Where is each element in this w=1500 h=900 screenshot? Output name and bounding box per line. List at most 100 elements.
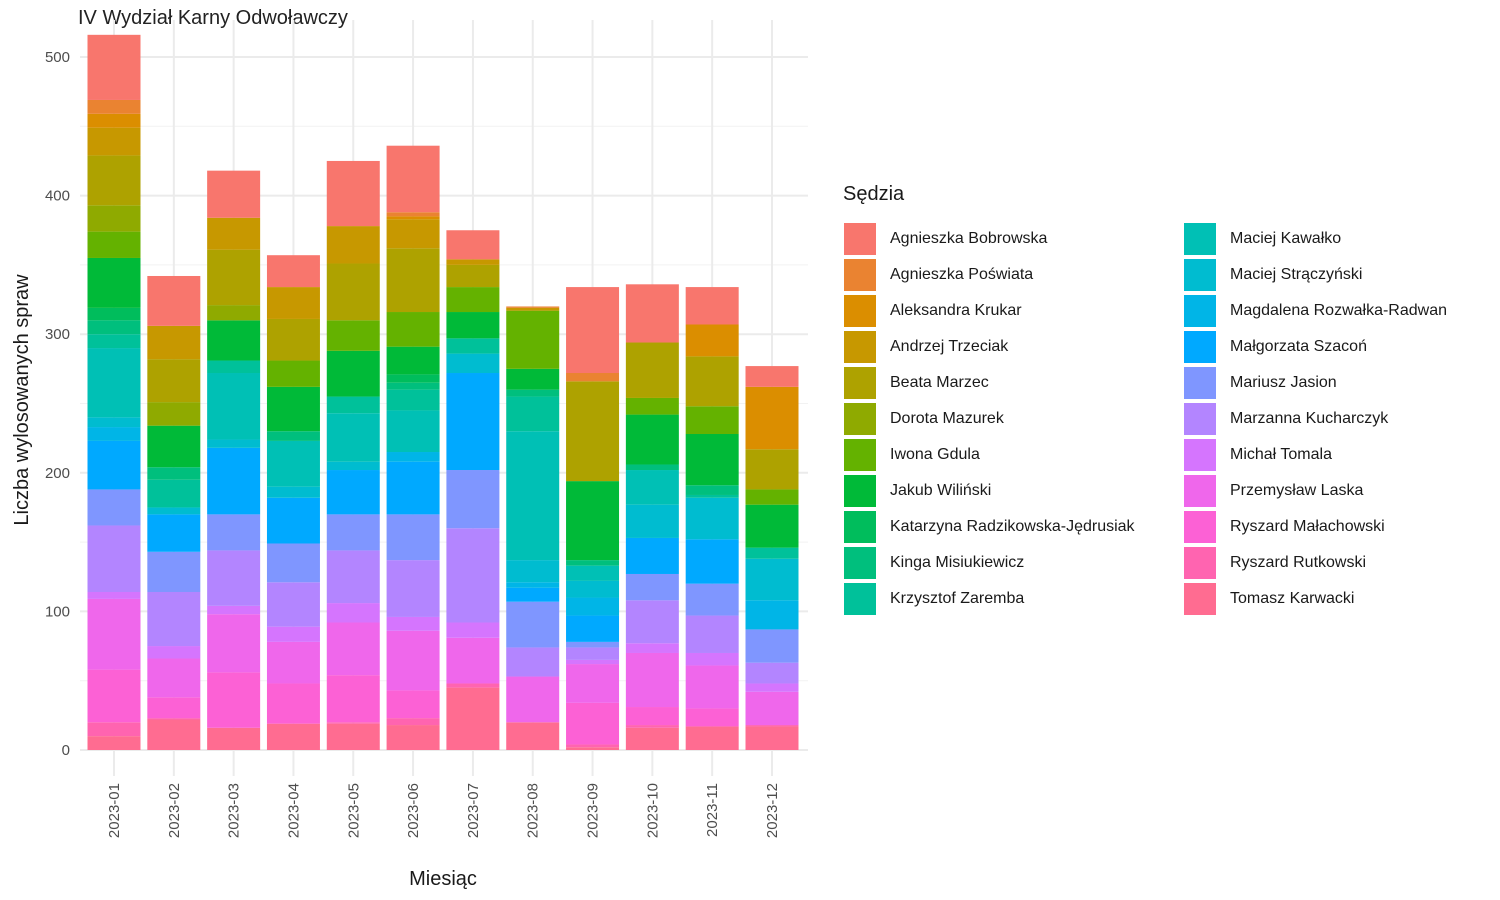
- bar-segment: [87, 427, 141, 441]
- legend-label: Kinga Misiukiewicz: [890, 554, 1025, 571]
- legend-swatch: [843, 222, 877, 256]
- bar-stack: [87, 34, 141, 750]
- bar-segment: [147, 359, 201, 403]
- bar-segment: [625, 707, 679, 726]
- y-tick-label: 0: [62, 742, 70, 759]
- bar-segment: [506, 431, 560, 561]
- legend-item: Ryszard Małachowski: [1183, 509, 1447, 545]
- bar-stack: [566, 287, 620, 750]
- bar-segment: [386, 718, 440, 726]
- bar-segment: [266, 440, 320, 487]
- bar-segment: [566, 560, 620, 566]
- bar-segment: [386, 374, 440, 383]
- bar-stack: [266, 255, 320, 750]
- y-tick-label: 400: [45, 188, 70, 205]
- bar-segment: [326, 470, 380, 515]
- bar-segment: [147, 479, 201, 508]
- bar-segment: [147, 402, 201, 426]
- bar-segment: [326, 320, 380, 351]
- bar-stack: [207, 170, 261, 750]
- bar-segment: [386, 389, 440, 411]
- bar-segment: [87, 348, 141, 418]
- x-tick-label: 2023-10: [644, 783, 661, 838]
- x-tick-label: 2023-08: [525, 783, 542, 838]
- bar-segment: [386, 312, 440, 347]
- bar-segment: [506, 587, 560, 602]
- legend-swatch: [843, 474, 877, 508]
- bar-segment: [207, 170, 261, 218]
- legend-label: Ryszard Rutkowski: [1230, 554, 1367, 571]
- bar-stack: [386, 145, 440, 750]
- bar-segment: [386, 248, 440, 313]
- bar-segment: [745, 489, 799, 505]
- bar-segment: [147, 551, 201, 592]
- bar-segment: [506, 676, 560, 723]
- bar-segment: [685, 485, 739, 495]
- bar-segment: [446, 259, 500, 265]
- bar-segment: [207, 514, 261, 551]
- legend-label: Marzanna Kucharczyk: [1230, 410, 1389, 427]
- x-tick-label: 2023-11: [704, 783, 721, 837]
- y-tick-label: 500: [45, 49, 70, 66]
- bar-segment: [266, 723, 320, 750]
- bar-segment: [745, 449, 799, 490]
- bar-segment: [207, 320, 261, 361]
- bar-segment: [386, 216, 440, 220]
- legend-label: Katarzyna Radzikowska-Jędrusiak: [890, 518, 1135, 535]
- bar-segment: [147, 514, 201, 552]
- bar-segment: [266, 287, 320, 319]
- bar-segment: [566, 647, 620, 660]
- bar-segment: [685, 539, 739, 584]
- bar-segment: [266, 486, 320, 498]
- x-tick-label: 2023-06: [405, 783, 422, 838]
- x-tick-label: 2023-07: [465, 783, 482, 838]
- bar-segment: [566, 381, 620, 482]
- bar-segment: [685, 356, 739, 407]
- legend-item: Małgorzata Szacoń: [1183, 329, 1447, 365]
- bar-segment: [266, 360, 320, 387]
- bar-segment: [745, 504, 799, 548]
- bar-segment: [147, 658, 201, 698]
- bar-segment: [326, 722, 380, 724]
- legend-swatch: [1183, 366, 1217, 400]
- bar-segment: [326, 160, 380, 227]
- bar-segment: [625, 725, 679, 728]
- bar-segment: [87, 127, 141, 156]
- bar-segment: [625, 652, 679, 708]
- bar-segment: [566, 287, 620, 374]
- legend-swatch: [1183, 438, 1217, 472]
- bar-segment: [685, 497, 739, 540]
- bar-segment: [685, 615, 739, 653]
- bar-segment: [506, 368, 560, 390]
- bar-segment: [506, 647, 560, 677]
- bar-segment: [446, 373, 500, 471]
- bar-segment: [266, 497, 320, 544]
- chart-title: IV Wydział Karny Odwoławczy: [78, 7, 348, 29]
- legend-swatch: [1183, 402, 1217, 436]
- legend-swatch: [843, 294, 877, 328]
- legend-label: Tomasz Karwacki: [1230, 590, 1355, 607]
- legend-label: Michał Tomala: [1230, 446, 1332, 463]
- legend-swatch: [1183, 474, 1217, 508]
- bar-segment: [386, 145, 440, 213]
- bar-segment: [266, 683, 320, 724]
- bar-segment: [87, 231, 141, 258]
- bar-segment: [147, 646, 201, 659]
- x-tick-label: 2023-03: [226, 783, 243, 838]
- bar-segment: [87, 334, 141, 349]
- bar-segment: [87, 257, 141, 308]
- legend-label: Przemysław Laska: [1230, 482, 1364, 499]
- legend-label: Iwona Gdula: [890, 446, 980, 463]
- bar-segment: [386, 346, 440, 375]
- legend-item: Katarzyna Radzikowska-Jędrusiak: [843, 509, 1183, 545]
- bar-stack: [625, 284, 679, 750]
- legend-swatch: [1183, 222, 1217, 256]
- bar-segment: [566, 565, 620, 581]
- bar-segment: [745, 691, 799, 726]
- legend-label: Krzysztof Zaremba: [890, 590, 1025, 607]
- bar-segment: [745, 683, 799, 692]
- bar-segment: [147, 275, 201, 326]
- bar-segment: [266, 318, 320, 361]
- legend-item: Andrzej Trzeciak: [843, 329, 1183, 365]
- bar-stack: [326, 160, 380, 750]
